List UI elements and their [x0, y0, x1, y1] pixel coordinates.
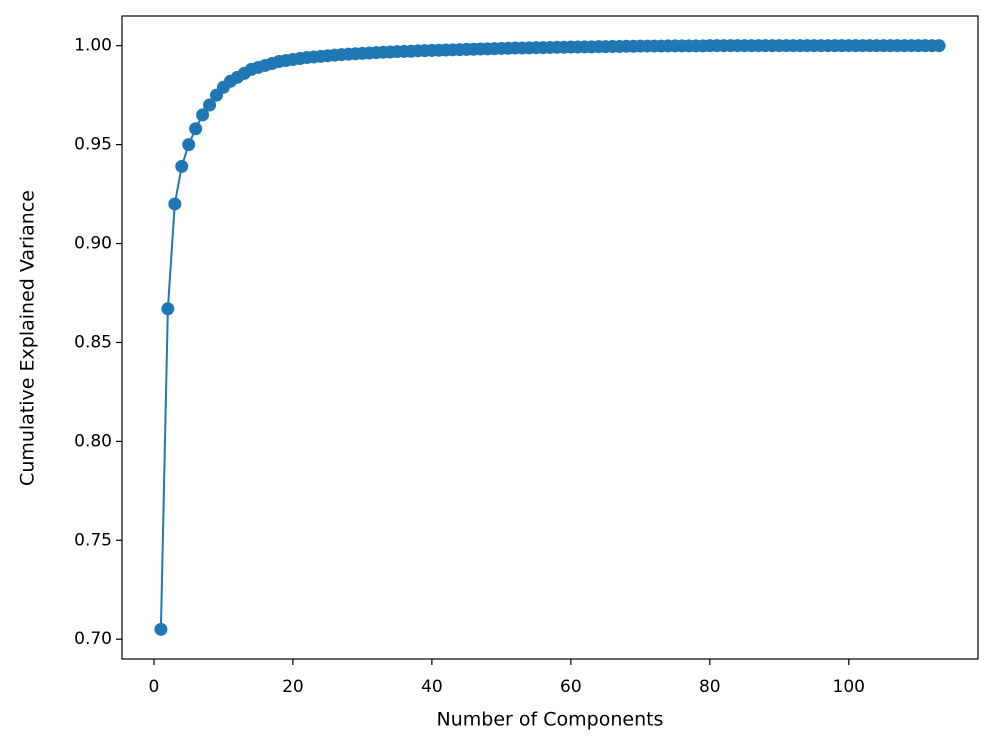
data-point — [161, 302, 175, 316]
x-tick-label: 100 — [833, 677, 865, 697]
y-tick-label: 0.95 — [74, 135, 112, 155]
y-tick-label: 0.80 — [74, 431, 112, 451]
y-tick-label: 0.90 — [74, 234, 112, 254]
y-tick-label: 0.75 — [74, 530, 112, 550]
y-tick-label: 0.70 — [74, 629, 112, 649]
data-point — [203, 98, 217, 112]
y-tick-label: 0.85 — [74, 332, 112, 352]
series-line — [159, 44, 940, 630]
data-point — [932, 39, 946, 53]
data-point — [168, 197, 182, 211]
x-tick-label: 60 — [560, 677, 582, 697]
data-point — [154, 622, 168, 636]
x-tick-label: 20 — [282, 677, 304, 697]
data-point — [189, 122, 203, 136]
x-tick-label: 40 — [421, 677, 443, 697]
x-tick-label: 0 — [149, 677, 160, 697]
y-tick-label: 1.00 — [74, 36, 112, 56]
data-point — [182, 138, 196, 152]
data-point — [175, 159, 189, 173]
x-tick-label: 80 — [699, 677, 721, 697]
y-axis-label: Cumulative Explained Variance — [17, 190, 39, 486]
x-axis-label: Number of Components — [437, 709, 664, 731]
data-point — [196, 108, 210, 122]
plot-frame — [121, 15, 979, 660]
